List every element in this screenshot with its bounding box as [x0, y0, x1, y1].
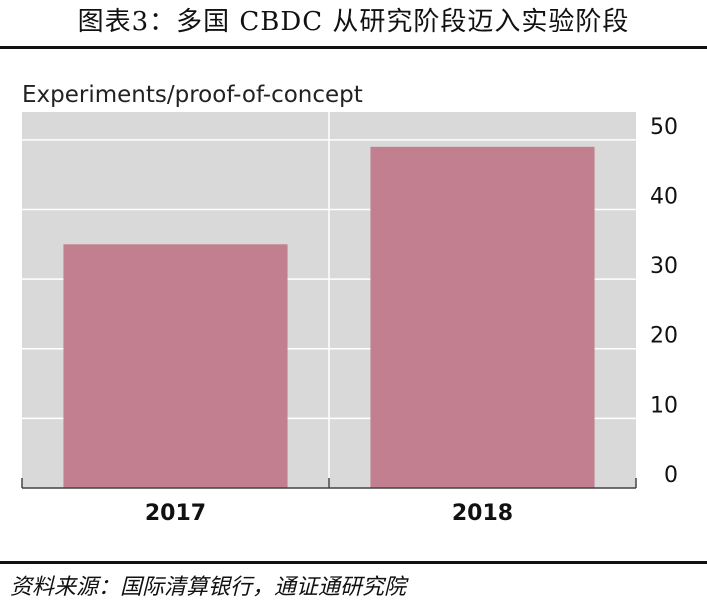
y-tick-label: 10	[650, 393, 678, 418]
bar-chart: Experiments/proof-of-concept 0 10 20 30 40 50…	[21, 82, 678, 526]
y-tick-label: 20	[650, 324, 678, 349]
figure-source: 资料来源：国际清算银行，通证通研究院	[10, 575, 407, 600]
x-tick-labels: 2017 2018	[145, 501, 513, 526]
bars	[63, 146, 595, 488]
bar-2018	[370, 146, 595, 488]
y-tick-label: 0	[664, 463, 678, 488]
x-tick-label: 2017	[145, 501, 206, 526]
bar-2017	[63, 244, 288, 488]
x-axis	[21, 478, 637, 489]
y-tick-label: 50	[650, 115, 678, 140]
figure-title: 图表3：多国 CBDC 从研究阶段迈入实验阶段	[77, 7, 630, 37]
title-rule	[0, 46, 707, 49]
bottom-rule	[0, 561, 707, 564]
y-tick-labels: 0 10 20 30 40 50	[650, 115, 678, 488]
chart-title: Experiments/proof-of-concept	[22, 82, 363, 108]
y-tick-label: 40	[650, 184, 678, 209]
y-tick-label: 30	[650, 254, 678, 279]
x-tick-label: 2018	[452, 501, 513, 526]
